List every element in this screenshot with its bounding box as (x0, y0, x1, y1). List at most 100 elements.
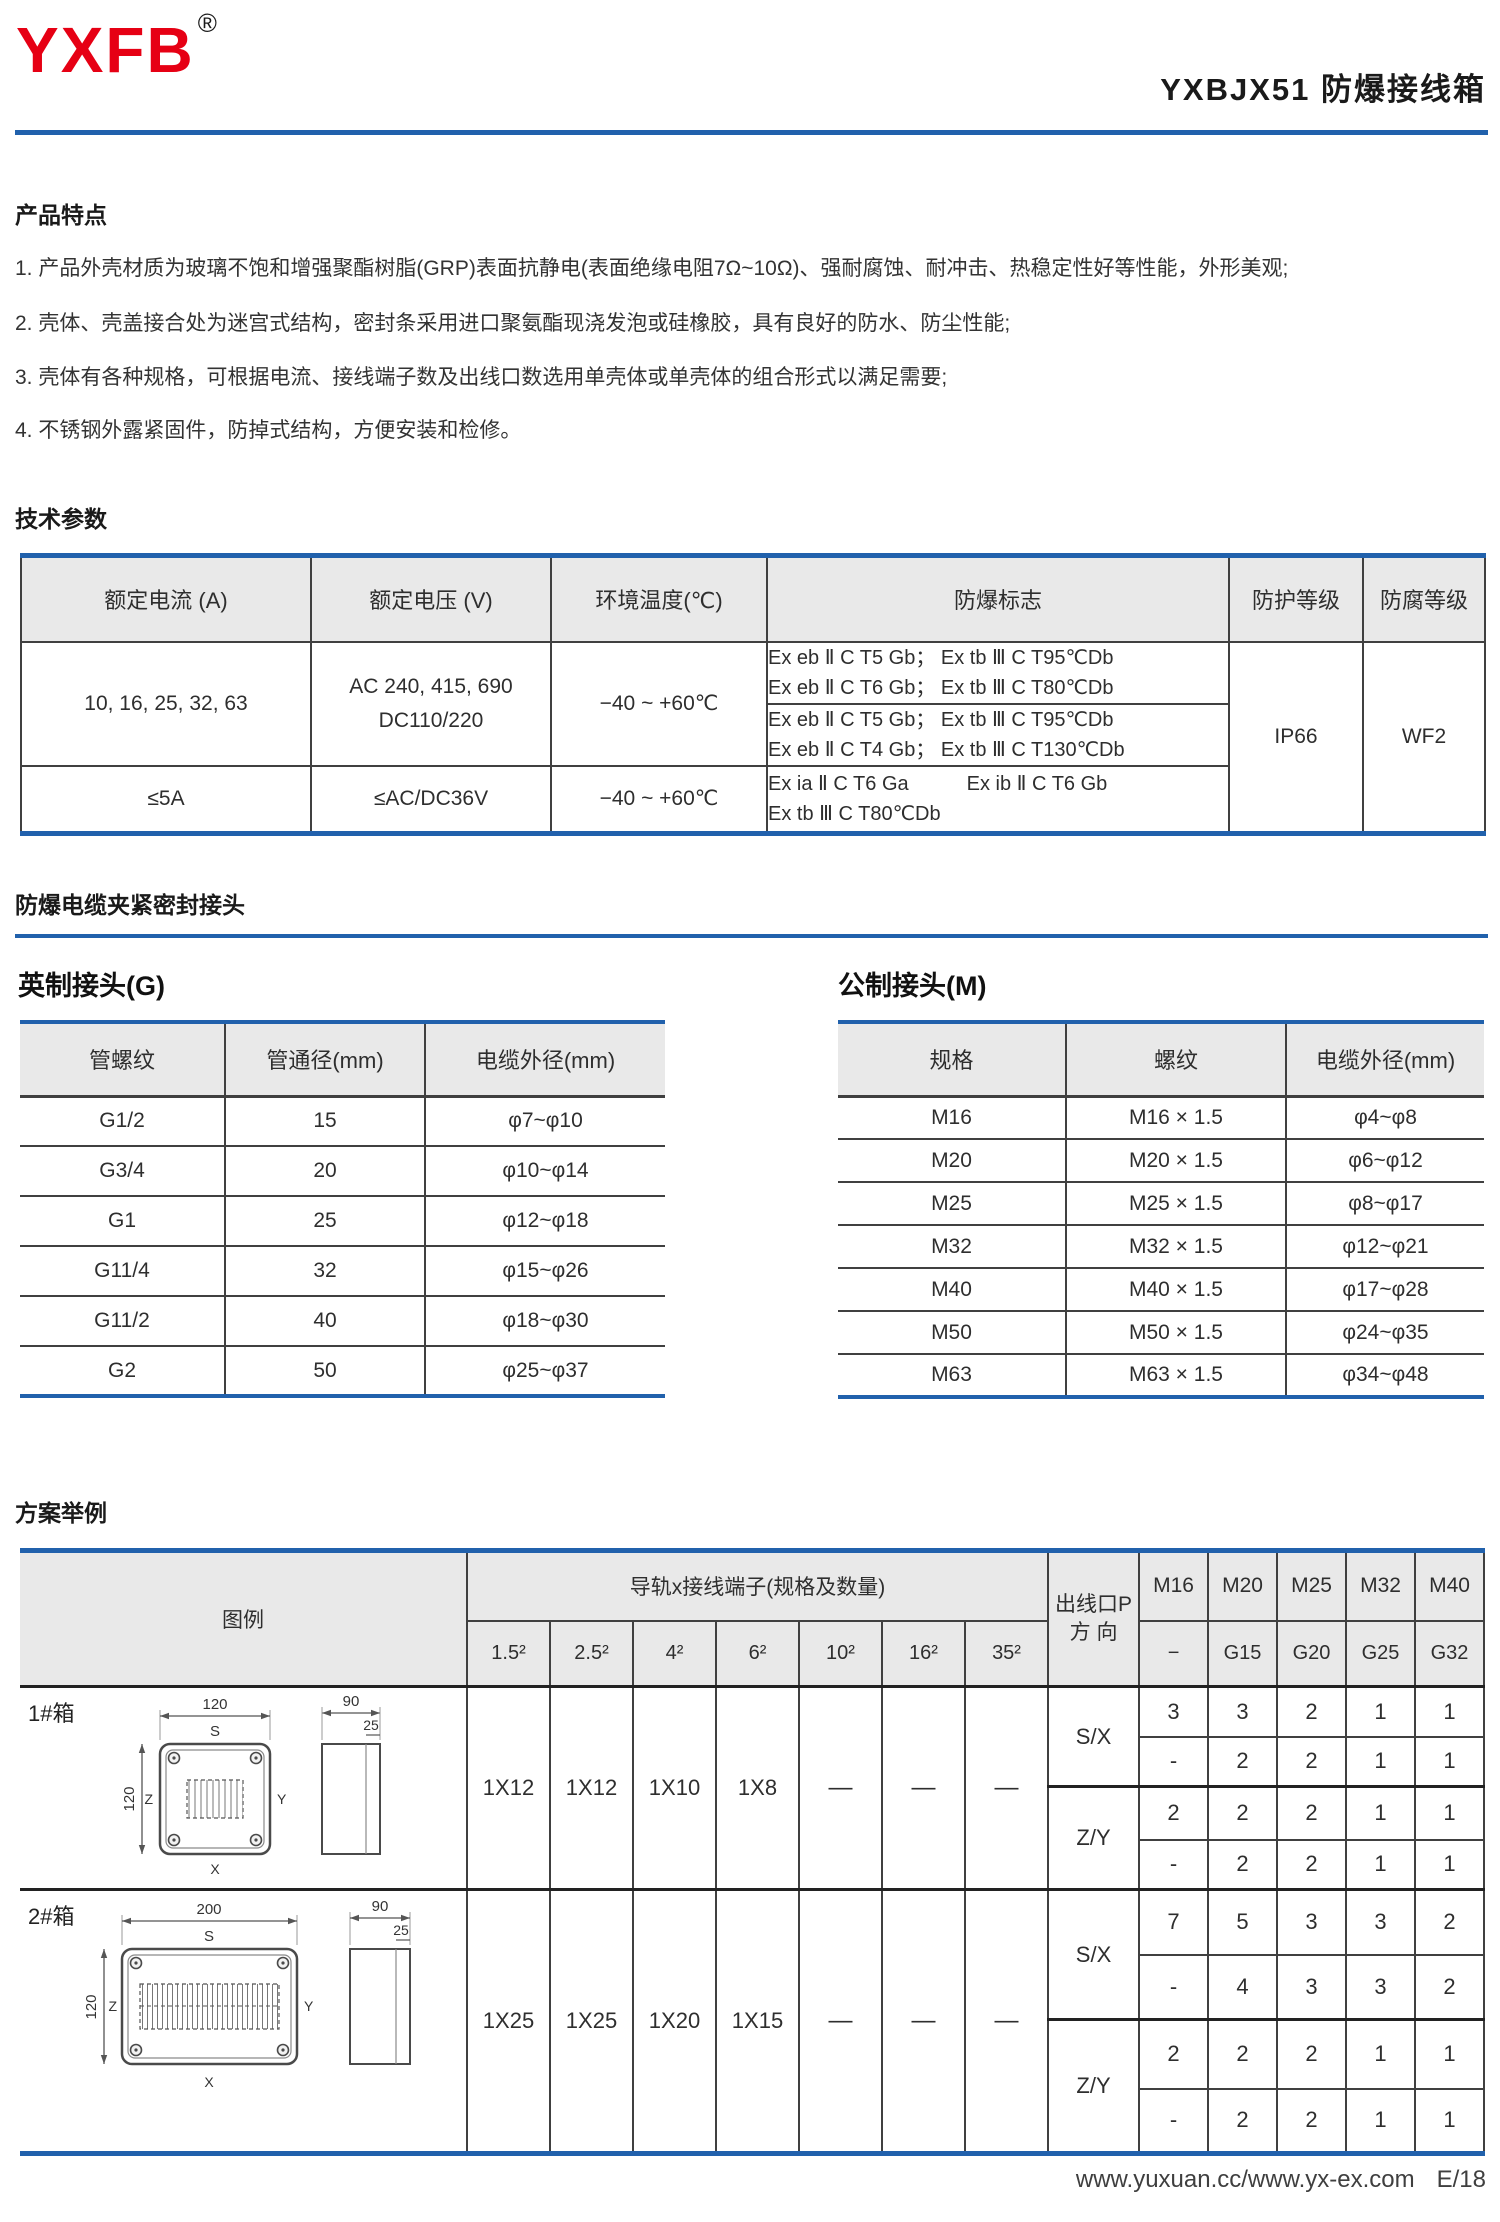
cell: 32 (224, 1246, 425, 1297)
value-cell: 1 (1414, 2018, 1486, 2090)
tech-parameters-table: 额定电流 (A) 额定电压 (V) 环境温度(℃) 防爆标志 防护等级 防腐等级… (20, 553, 1486, 836)
cell: φ12~φ21 (1285, 1225, 1484, 1269)
terminal-group-header: 导轨x接线端子(规格及数量) (465, 1549, 1050, 1622)
table-row: M25 M25 × 1.5 φ8~φ17 (838, 1182, 1484, 1226)
terminal-size-header: 16² (881, 1619, 966, 1688)
col-header: 环境温度(℃) (550, 554, 768, 643)
table-row: G11/4 32 φ15~φ26 (20, 1246, 665, 1297)
g-table-title: 英制接头(G) (18, 971, 165, 1001)
value-cell: 2 (1276, 2018, 1348, 2090)
cell: M50 (838, 1311, 1066, 1355)
value-cell: 1 (1345, 1685, 1417, 1738)
value-cell: 1 (1414, 1735, 1486, 1788)
value-cell: 1 (1345, 1785, 1417, 1841)
col-header: 额定电流 (A) (20, 554, 312, 643)
terminal-size-header: 4² (632, 1619, 717, 1688)
value-cell: 2 (1276, 1785, 1348, 1841)
cell: M63 × 1.5 (1065, 1354, 1286, 1397)
value-cell: 1 (1414, 1685, 1486, 1738)
value-cell: 1 (1414, 1838, 1486, 1891)
cell: 50 (224, 1346, 425, 1396)
cell: M50 × 1.5 (1065, 1311, 1286, 1355)
value-cell: 2 (1207, 2087, 1279, 2155)
cell: 15 (224, 1096, 425, 1147)
terminal-cell: 1X25 (466, 1888, 551, 2155)
cell: 25 (224, 1196, 425, 1247)
direction-cell: S/X (1047, 1685, 1141, 1788)
voltage-line: AC 240, 415, 690 (349, 674, 513, 698)
ex-marking-cell: Ex eb Ⅱ C T5 Gb； Ex tb Ⅲ C T95℃Db Ex eb … (766, 702, 1230, 767)
imperial-gland-table: 管螺纹 管通径(mm) 电缆外径(mm) G1/2 15 φ7~φ10 G3/4 20… (20, 1020, 665, 1398)
dimension-label: S (210, 1723, 220, 1740)
col-header: − (1138, 1619, 1210, 1688)
value-cell: 3 (1345, 1888, 1417, 1956)
table-row: G11/2 40 φ18~φ30 (20, 1296, 665, 1347)
table-row: M63 M63 × 1.5 φ34~φ48 (838, 1354, 1484, 1397)
value-cell: 4 (1207, 1953, 1279, 2021)
box1-legend-cell: 1#箱 120 S (20, 1685, 468, 1891)
metric-gland-table: 规格 螺纹 电缆外径(mm) M16 M16 × 1.5 φ4~φ8 M20 M20 … (838, 1020, 1484, 1399)
terminal-cell: — (798, 1685, 883, 1891)
value-cell: 1 (1345, 2087, 1417, 2155)
terminal-size-header: 35² (963, 1619, 1050, 1688)
page-title: YXBJX51 防爆接线箱 (1160, 72, 1486, 107)
value-cell: 1 (1345, 2018, 1417, 2090)
table-row: Z/Y 2 2 2 1 1 (20, 2018, 1486, 2155)
col-header: G32 (1414, 1619, 1486, 1688)
box-label: 1#箱 (28, 1701, 75, 1726)
header-divider (15, 130, 1488, 135)
terminal-cell: — (881, 1888, 966, 2155)
table-row: M40 M40 × 1.5 φ17~φ28 (838, 1268, 1484, 1312)
value-cell: 2 (1138, 1785, 1210, 1841)
outlet-direction-header: 出线口P 方 向 (1047, 1549, 1141, 1688)
side-label: X (204, 2074, 214, 2090)
ex-marking-line: Ex tb Ⅲ C T80℃Db (768, 802, 941, 825)
side-label: Z (108, 1998, 117, 2014)
page-footer: www.yuxuan.cc/www.yx-ex.com E/18 (1076, 2166, 1486, 2194)
box-label: 2#箱 (28, 1904, 75, 1929)
col-header: M20 (1207, 1549, 1279, 1622)
cell: φ12~φ18 (424, 1196, 665, 1247)
rated-voltage-cell: ≤AC/DC36V (310, 764, 552, 835)
value-cell: 2 (1276, 1685, 1348, 1738)
cell: φ34~φ48 (1285, 1354, 1484, 1397)
ex-marking-line: Ex eb Ⅱ C T6 Gb； Ex tb Ⅲ C T80℃Db (768, 676, 1114, 699)
terminal-size-header: 6² (715, 1619, 800, 1688)
table-row: - 2 2 1 1 (20, 2087, 1486, 2155)
terminal-cell: 1X25 (549, 1888, 634, 2155)
ambient-temp-cell: −40 ~ +60℃ (550, 640, 768, 767)
col-header: 电缆外径(mm) (1285, 1022, 1484, 1098)
cell: M40 × 1.5 (1065, 1268, 1286, 1312)
page-number: E/18 (1436, 2166, 1486, 2193)
value-cell: 3 (1138, 1685, 1210, 1738)
value-cell: 2 (1207, 1735, 1279, 1788)
cell: 40 (224, 1296, 425, 1347)
value-cell: 1 (1414, 2087, 1486, 2155)
cell: M32 × 1.5 (1065, 1225, 1286, 1269)
dimension-label: 25 (393, 1922, 409, 1938)
table-row: G1/2 15 φ7~φ10 (20, 1096, 665, 1147)
col-header: 防爆标志 (766, 554, 1230, 643)
value-cell: 2 (1207, 1838, 1279, 1891)
value-cell: 3 (1207, 1685, 1279, 1738)
cell: G11/2 (20, 1296, 225, 1347)
cell: M63 (931, 1363, 972, 1386)
table-row: M20 M20 × 1.5 φ6~φ12 (838, 1139, 1484, 1183)
box1-diagram: 120 S 120 Z (121, 1693, 381, 1877)
ip-rating-cell: IP66 (1228, 640, 1364, 835)
dimension-label: S (204, 1928, 214, 1945)
table-row: - 2 2 1 1 (20, 1838, 1486, 1891)
dimension-label: 90 (372, 1898, 389, 1915)
col-header: G25 (1345, 1619, 1417, 1688)
feature-line: 2. 壳体、壳盖接合处为迷宫式结构，密封条采用进口聚氨酯现浇发泡或硅橡胶，具有良… (15, 312, 1011, 335)
col-header: M32 (1345, 1549, 1417, 1622)
cell: M20 (838, 1139, 1066, 1183)
value-cell: 2 (1207, 1785, 1279, 1841)
value-cell: 3 (1276, 1888, 1348, 1956)
col-header: M16 (1138, 1549, 1210, 1622)
cell: M16 × 1.5 (1065, 1096, 1286, 1140)
cell: M32 (838, 1225, 1066, 1269)
col-header: 防护等级 (1228, 554, 1364, 643)
terminal-size-header: 10² (798, 1619, 883, 1688)
